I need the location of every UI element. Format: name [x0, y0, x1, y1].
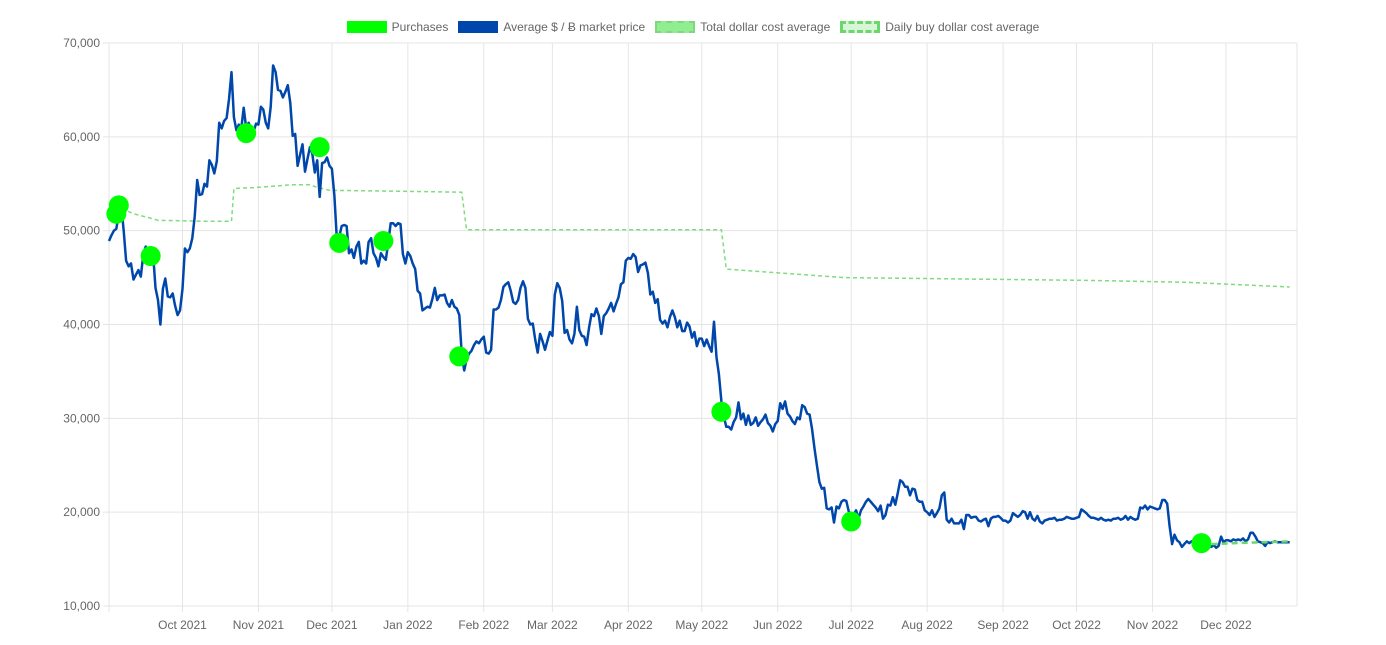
purchase-point — [1191, 533, 1212, 554]
x-tick-label: Apr 2022 — [604, 618, 653, 632]
legend-label-daily-dca: Daily buy dollar cost average — [885, 20, 1040, 34]
x-tick-label: Jun 2022 — [753, 618, 803, 632]
x-tick-label: Oct 2022 — [1052, 618, 1101, 632]
x-tick-label: Nov 2021 — [233, 618, 285, 632]
legend-label-purchases: Purchases — [391, 20, 449, 34]
legend-item-daily-dca[interactable]: Daily buy dollar cost average — [840, 20, 1039, 34]
purchase-point — [841, 511, 862, 532]
purchase-point — [373, 230, 394, 251]
x-tick-label: Aug 2022 — [901, 618, 953, 632]
purchase-point — [309, 137, 330, 158]
legend-swatch-avg-price — [458, 21, 499, 33]
purchase-markers — [106, 123, 1212, 554]
grid-lines — [108, 42, 1298, 612]
series-layer — [107, 64, 1290, 550]
x-tick-label: Sep 2022 — [977, 618, 1029, 632]
x-tick-label: Dec 2021 — [306, 618, 358, 632]
purchase-point — [711, 401, 732, 422]
purchase-point — [329, 232, 350, 253]
purchase-point — [236, 123, 257, 144]
legend-swatch-total-dca — [655, 21, 696, 33]
y-axis-ticks: 10,000 20,000 30,000 40,000 50,000 60,000 70,0… — [63, 36, 109, 613]
legend-item-total-dca[interactable]: Total dollar cost average — [655, 20, 830, 34]
series-line-daily-dca — [108, 183, 1290, 288]
x-tick-label: May 2022 — [675, 618, 728, 632]
legend-label-total-dca: Total dollar cost average — [700, 20, 831, 34]
y-tick-label: 20,000 — [63, 505, 100, 519]
legend-item-purchases[interactable]: Purchases — [346, 20, 449, 34]
purchase-point — [449, 346, 470, 367]
y-tick-label: 50,000 — [63, 224, 100, 238]
x-tick-label: Jul 2022 — [829, 618, 875, 632]
x-tick-label: Dec 2022 — [1200, 618, 1252, 632]
y-tick-label: 60,000 — [63, 130, 100, 144]
chart-legend: Purchases Average $ / Ƀ market price Tot… — [0, 17, 1386, 37]
x-tick-label: Mar 2022 — [527, 618, 578, 632]
x-tick-label: Oct 2021 — [158, 618, 207, 632]
legend-item-avg-price[interactable]: Average $ / Ƀ market price — [458, 20, 645, 34]
y-tick-label: 30,000 — [63, 411, 100, 425]
legend-swatch-purchases — [346, 21, 387, 33]
y-tick-label: 70,000 — [63, 36, 100, 50]
x-axis-ticks: Oct 2021 Nov 2021 Dec 2021 Jan 2022 Feb 2022… — [158, 618, 1252, 632]
purchase-point — [140, 246, 161, 267]
purchase-point — [108, 195, 129, 216]
x-tick-label: Nov 2022 — [1127, 618, 1179, 632]
series-line-avg-price — [107, 64, 1290, 550]
x-tick-label: Feb 2022 — [458, 618, 509, 632]
y-tick-label: 40,000 — [63, 318, 100, 332]
legend-swatch-daily-dca — [840, 21, 881, 33]
legend-label-avg-price: Average $ / Ƀ market price — [503, 20, 646, 34]
x-tick-label: Jan 2022 — [383, 618, 433, 632]
y-tick-label: 10,000 — [63, 599, 100, 613]
